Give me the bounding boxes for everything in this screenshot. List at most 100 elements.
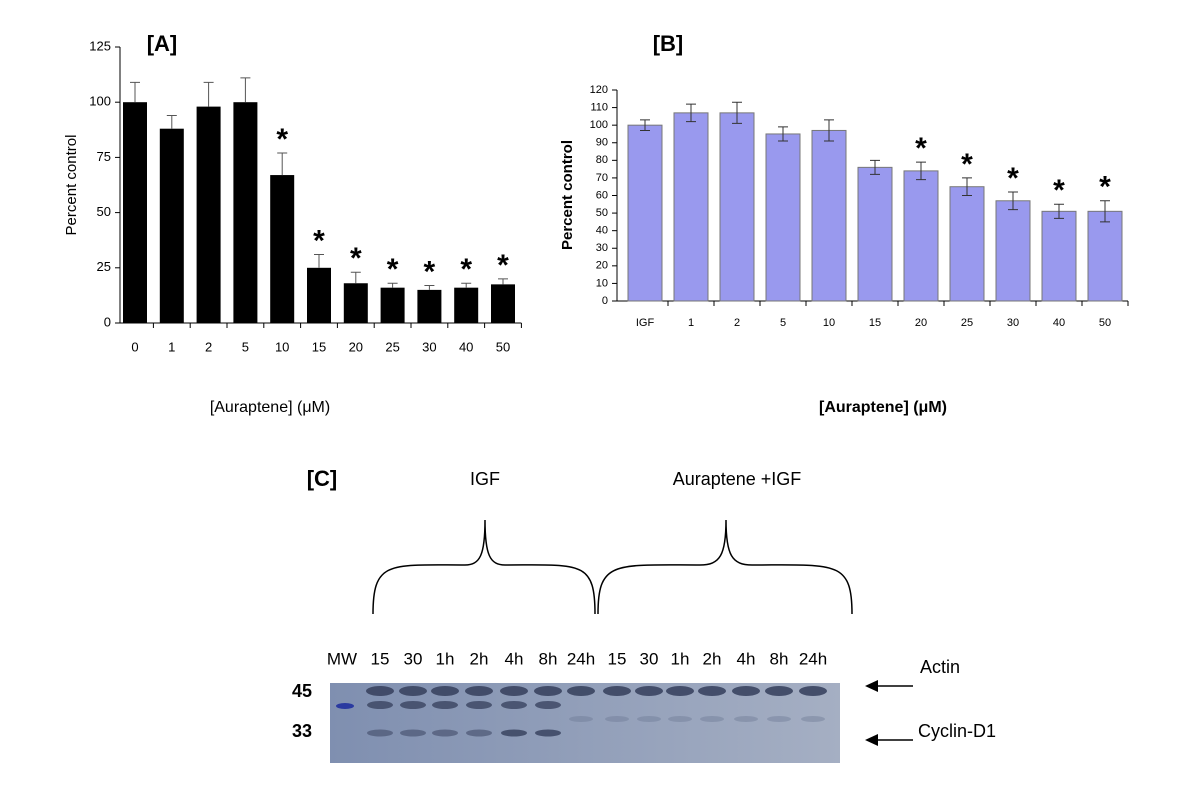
lane-label: 2h	[470, 649, 489, 668]
x-tick-label: 10	[275, 339, 289, 354]
band	[535, 701, 561, 709]
actin-band	[500, 686, 528, 696]
x-tick-label: 15	[312, 339, 326, 354]
bar	[857, 166, 893, 302]
x-tick-label: 25	[961, 317, 973, 329]
actin-band	[666, 686, 694, 696]
bar	[811, 129, 847, 302]
error-bar	[1054, 203, 1064, 219]
bar	[233, 102, 258, 323]
error-bar	[1100, 200, 1110, 223]
actin-band	[799, 686, 827, 696]
y-tick-label: 100	[89, 94, 111, 109]
y-tick-label: 20	[596, 260, 608, 272]
error-bar	[640, 119, 650, 131]
y-axis-label: Percent control	[63, 135, 80, 236]
x-tick-label: 1	[168, 339, 175, 354]
actin-band	[603, 686, 631, 696]
x-tick-label: 40	[1053, 317, 1065, 329]
ladder-band	[336, 703, 354, 709]
error-bar	[240, 77, 251, 103]
lane-label: 24h	[567, 649, 595, 668]
lane-label: 15	[608, 649, 627, 668]
actin-band	[534, 686, 562, 696]
actin-band	[465, 686, 493, 696]
x-tick-label: 20	[349, 339, 363, 354]
error-bar	[498, 278, 508, 285]
error-bar	[916, 161, 926, 181]
cyclin-band	[700, 716, 724, 722]
x-tick-label: 0	[131, 339, 138, 354]
error-bar	[424, 284, 435, 290]
x-tick-label: IGF	[636, 317, 655, 329]
band	[466, 701, 492, 709]
error-bar	[203, 81, 214, 107]
significance-marker: *	[1053, 174, 1065, 207]
lane-label: 8h	[539, 649, 558, 668]
y-tick-label: 60	[596, 189, 608, 201]
x-axis-label: [Auraptene] (μM)	[819, 399, 947, 416]
arrow-head	[865, 680, 878, 692]
error-bar	[686, 103, 696, 123]
y-tick-label: 120	[590, 84, 608, 96]
error-bar	[962, 177, 972, 196]
panel-title: [B]	[653, 31, 684, 56]
error-bar	[166, 114, 177, 129]
bar	[995, 200, 1031, 302]
significance-marker: *	[1007, 162, 1019, 195]
bar	[380, 287, 405, 323]
lane-label: 15	[371, 649, 390, 668]
x-tick-label: 50	[1099, 317, 1111, 329]
error-bar	[130, 81, 140, 103]
y-axis-label: Percent control	[559, 140, 576, 250]
y-tick-label: 125	[89, 38, 111, 53]
error-bar	[387, 282, 398, 288]
y-tick-label: 80	[596, 154, 608, 166]
error-bar	[870, 159, 880, 175]
cyclin-band	[432, 729, 458, 737]
cyclin-band	[637, 716, 661, 722]
error-bar	[461, 282, 472, 288]
bar	[903, 170, 939, 302]
error-bar	[732, 101, 742, 124]
significance-marker: *	[915, 132, 927, 165]
bar	[454, 287, 479, 323]
y-tick-label: 50	[97, 204, 111, 219]
lane-label: 8h	[770, 649, 789, 668]
x-tick-label: 2	[205, 339, 212, 354]
lane-label: 1h	[436, 649, 455, 668]
bar	[307, 267, 331, 323]
lane-label: 24h	[799, 649, 827, 668]
panel-title: [A]	[147, 31, 178, 56]
blot-panel: [C] IGF Auraptene +IGF 45 33 Actin Cycli…	[292, 466, 996, 763]
actin-band	[698, 686, 726, 696]
arrow-head	[865, 734, 878, 746]
cyclin-band	[668, 716, 692, 722]
y-tick-label: 50	[596, 207, 608, 219]
lane-label: 4h	[737, 649, 756, 668]
x-tick-label: 15	[869, 317, 881, 329]
y-tick-label: 75	[97, 149, 111, 164]
panel-title: [C]	[307, 466, 338, 491]
actin-band	[765, 686, 793, 696]
cyclin-band	[569, 716, 593, 722]
lane-label: 1h	[671, 649, 690, 668]
x-axis-label: [Auraptene] (μM)	[210, 399, 330, 416]
error-bar	[350, 271, 361, 284]
bar	[491, 284, 515, 323]
y-tick-label: 0	[104, 314, 111, 329]
bar	[765, 133, 801, 302]
actin-band	[366, 686, 394, 696]
lane-label: 30	[640, 649, 659, 668]
cyclin-band	[400, 729, 426, 737]
significance-marker: *	[1099, 171, 1111, 204]
x-tick-label: 5	[242, 339, 249, 354]
bar	[1041, 210, 1077, 302]
y-tick-label: 110	[590, 101, 608, 113]
brace	[372, 519, 596, 615]
actin-band	[567, 686, 595, 696]
cyclin-band	[605, 716, 629, 722]
y-tick-label: 25	[97, 259, 111, 274]
x-tick-label: 5	[780, 317, 786, 329]
bar	[949, 186, 985, 302]
